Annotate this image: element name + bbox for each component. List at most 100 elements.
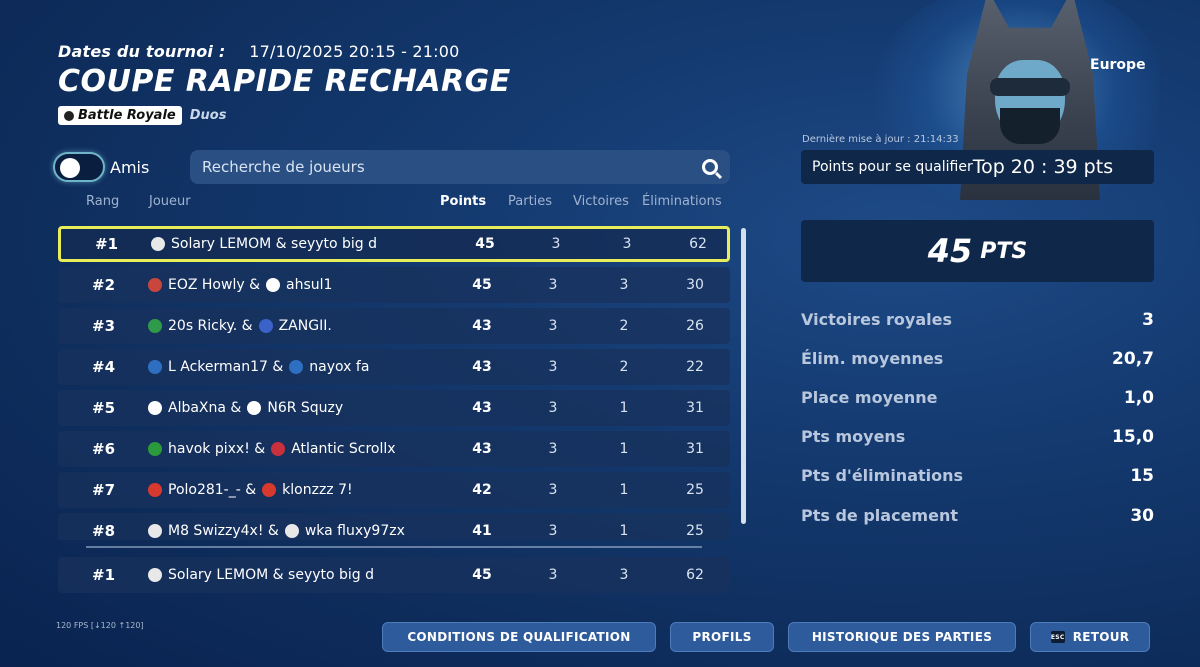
- stat-value: 3: [1142, 310, 1154, 330]
- row-elims: 30: [686, 277, 704, 293]
- row-points: 42: [472, 482, 492, 498]
- mode-badge: Battle Royale: [58, 106, 182, 125]
- header-rank: Rang: [86, 194, 120, 209]
- stat-label: Élim. moyennes: [801, 349, 944, 368]
- scrollbar-thumb[interactable]: [741, 228, 746, 524]
- match-history-button[interactable]: HISTORIQUE DES PARTIES: [788, 622, 1016, 652]
- row-player: Solary LEMOM & seyyto big d: [151, 236, 377, 252]
- my-rank: #1: [92, 566, 116, 584]
- row-elims: 31: [686, 400, 704, 416]
- mode-row: Battle Royale Duos: [58, 106, 226, 125]
- row-wins: 1: [619, 523, 629, 539]
- row-wins: 2: [619, 359, 629, 375]
- flag-icon: [271, 442, 286, 456]
- stat-label: Place moyenne: [801, 388, 938, 407]
- match-history-label: HISTORIQUE DES PARTIES: [811, 630, 993, 644]
- my-matches: 3: [548, 567, 558, 583]
- row-wins: 2: [619, 318, 629, 334]
- flag-icon: [284, 524, 299, 538]
- row-points: 41: [472, 523, 492, 539]
- stat-value: 1,0: [1123, 388, 1154, 408]
- player-name-2: nayox fa: [309, 359, 370, 375]
- row-rank: #2: [92, 276, 116, 294]
- my-elims: 62: [686, 567, 704, 583]
- row-points: 43: [472, 400, 492, 416]
- row-elims: 22: [686, 359, 704, 375]
- total-points-box: 45 PTS: [801, 220, 1154, 282]
- row-rank: #4: [92, 358, 116, 376]
- leaderboard-row[interactable]: #3 20s Ricky. & ZANGII. 43 3 2 26: [58, 308, 730, 344]
- back-button[interactable]: ESC RETOUR: [1030, 622, 1150, 652]
- esc-key-icon: ESC: [1050, 631, 1065, 643]
- player-name-2: ZANGII.: [278, 318, 332, 334]
- row-rank: #6: [92, 440, 116, 458]
- row-elims: 26: [686, 318, 704, 334]
- row-matches: 3: [551, 236, 561, 252]
- row-player: Polo281-_- & klonzzz 7!: [148, 482, 353, 498]
- flag-icon: [262, 483, 277, 497]
- leaderboard-row[interactable]: #5 AlbaXna & N6R Squzy 43 3 1 31: [58, 390, 730, 426]
- qualification-conditions-label: CONDITIONS DE QUALIFICATION: [407, 630, 631, 644]
- leaderboard-row[interactable]: #8 M8 Swizzy4x! & wka fluxy97zx 41 3 1 25: [58, 513, 730, 540]
- row-points: 43: [472, 359, 492, 375]
- flag-icon: [148, 568, 162, 582]
- row-elims: 25: [686, 523, 704, 539]
- region-label: Europe: [1090, 57, 1146, 73]
- row-matches: 3: [548, 400, 558, 416]
- player-name: EOZ Howly &: [168, 277, 260, 293]
- my-team-row[interactable]: #1 Solary LEMOM & seyyto big d 45 3 3 62: [58, 557, 730, 593]
- battle-royale-icon: [64, 110, 74, 121]
- profiles-button[interactable]: PROFILS: [670, 622, 774, 652]
- my-points: 45: [472, 567, 492, 583]
- search-input[interactable]: [202, 158, 702, 176]
- row-points: 43: [472, 318, 492, 334]
- leaderboard-row[interactable]: #4 L Ackerman17 & nayox fa 43 3 2 22: [58, 349, 730, 385]
- back-label: RETOUR: [1072, 630, 1130, 644]
- row-points: 45: [472, 277, 492, 293]
- qualification-conditions-button[interactable]: CONDITIONS DE QUALIFICATION: [382, 622, 656, 652]
- header-matches[interactable]: Parties: [508, 194, 553, 209]
- leaderboard-row[interactable]: #2 EOZ Howly & ahsul1 45 3 3 30: [58, 267, 730, 303]
- leaderboard-row[interactable]: #7 Polo281-_- & klonzzz 7! 42 3 1 25: [58, 472, 730, 508]
- player-name-2: ahsul1: [286, 277, 333, 293]
- flag-icon: [148, 483, 162, 497]
- stat-row: Place moyenne 1,0: [801, 388, 1154, 414]
- flag-icon: [289, 360, 304, 374]
- toggle-knob: [60, 158, 80, 178]
- row-wins: 3: [622, 236, 632, 252]
- stat-value: 15: [1130, 466, 1154, 486]
- leaderboard-row[interactable]: #6 havok pixx! & Atlantic Scrollx 43 3 1 31: [58, 431, 730, 467]
- stat-row: Pts d'éliminations 15: [801, 466, 1154, 492]
- header-elims[interactable]: Éliminations: [642, 194, 722, 209]
- tournament-dates: Dates du tournoi : 17/10/2025 20:15 - 21…: [58, 42, 460, 61]
- flag-icon: [148, 360, 162, 374]
- profiles-label: PROFILS: [692, 630, 752, 644]
- row-elims: 25: [686, 482, 704, 498]
- row-matches: 3: [548, 277, 558, 293]
- mode-badge-label: Battle Royale: [78, 108, 176, 123]
- player-name: havok pixx! &: [168, 441, 266, 457]
- row-matches: 3: [548, 482, 558, 498]
- row-wins: 3: [619, 277, 629, 293]
- stat-row: Pts moyens 15,0: [801, 427, 1154, 453]
- player-name-2: N6R Squzy: [267, 400, 344, 416]
- header-points[interactable]: Points: [440, 194, 487, 209]
- row-wins: 1: [619, 482, 629, 498]
- row-matches: 3: [548, 359, 558, 375]
- player-search[interactable]: [190, 150, 730, 184]
- leaderboard-scrollbar[interactable]: [741, 228, 746, 524]
- row-elims: 62: [689, 236, 707, 252]
- header-wins[interactable]: Victoires: [573, 194, 629, 209]
- divider: [86, 546, 702, 548]
- search-icon[interactable]: [702, 159, 718, 175]
- stat-row: Élim. moyennes 20,7: [801, 349, 1154, 375]
- flag-icon: [148, 401, 162, 415]
- leaderboard-row[interactable]: #1 Solary LEMOM & seyyto big d 45 3 3 62: [58, 226, 730, 262]
- qual-value: Top 20 : 39 pts: [972, 156, 1114, 178]
- flag-icon: [258, 319, 273, 333]
- friends-toggle[interactable]: [53, 152, 105, 182]
- dates-value: 17/10/2025 20:15 - 21:00: [249, 42, 460, 61]
- qualification-threshold: Points pour se qualifier Top 20 : 39 pts: [801, 150, 1154, 184]
- tournament-title: COUPE RAPIDE RECHARGE: [58, 64, 511, 99]
- row-player: AlbaXna & N6R Squzy: [148, 400, 343, 416]
